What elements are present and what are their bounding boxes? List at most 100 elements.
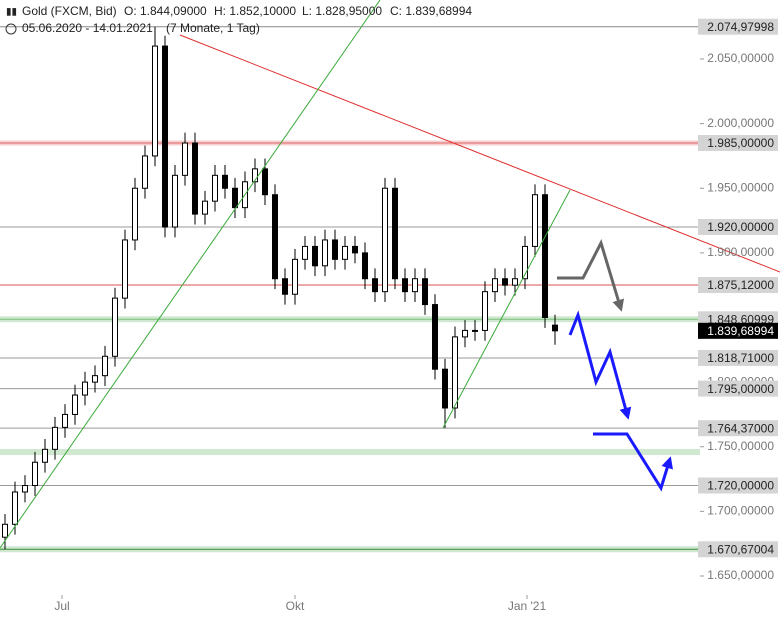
header: ▮▮ Gold (FXCM, Bid) O: 1.844,09000 H: 1.… <box>5 4 472 35</box>
candle-body <box>492 278 498 293</box>
candle-body <box>132 187 138 241</box>
level-label-box <box>698 18 778 35</box>
level-label-box <box>698 380 778 397</box>
level-label-box <box>698 219 778 236</box>
level-label-box <box>698 477 778 494</box>
candle-body <box>212 174 218 202</box>
y-tick-label: 2.000,00000 <box>707 116 774 130</box>
candle-body <box>332 239 338 260</box>
candle-body <box>372 278 378 293</box>
trend-line <box>179 34 780 273</box>
candle-body <box>412 278 418 293</box>
candle-body <box>292 258 298 295</box>
candle-body <box>442 368 448 409</box>
x-tick-label: Okt <box>286 599 305 613</box>
candle-body <box>522 245 528 280</box>
level-label-box <box>698 541 778 558</box>
candle-body <box>232 187 238 209</box>
chart-icon: ▮▮ <box>6 7 17 18</box>
y-tick-label: 2.050,00000 <box>707 51 774 65</box>
candle-body <box>542 194 548 319</box>
candle-body <box>172 174 178 228</box>
candle-body <box>82 381 88 396</box>
candle-body <box>2 523 8 538</box>
candle-body <box>402 278 408 293</box>
candle-body <box>222 174 228 189</box>
candle-body <box>12 491 18 525</box>
date-range: 05.06.2020 - 14.01.2021 <box>22 21 153 35</box>
candle-body <box>362 252 368 280</box>
level-label: 1.839,68994 <box>707 324 774 338</box>
level-label: 1.795,00000 <box>707 382 774 396</box>
candle-body <box>272 194 278 280</box>
candle-body <box>42 448 48 463</box>
y-tick-label: 1.650,00000 <box>707 568 774 582</box>
candle-body <box>32 461 38 487</box>
candle-body <box>62 413 68 428</box>
candle-body <box>182 142 188 176</box>
candle-body <box>252 168 258 183</box>
candle-body <box>552 324 558 332</box>
candle-body <box>262 168 268 196</box>
candle-body <box>352 245 358 254</box>
candle-body <box>512 278 518 286</box>
x-tick-label: Jan '21 <box>508 599 547 613</box>
candle-body <box>282 278 288 295</box>
candle-body <box>112 297 118 357</box>
level-label-box <box>698 277 778 294</box>
candle-body <box>432 304 438 370</box>
candle-body <box>302 245 308 260</box>
level-label: 1.670,67004 <box>707 542 774 556</box>
chart-title: Gold (FXCM, Bid) <box>22 4 117 18</box>
scenario-arrow <box>557 239 625 312</box>
candle-body <box>532 194 538 247</box>
scenario-arrow <box>568 310 632 420</box>
level-label: 1.720,00000 <box>707 479 774 493</box>
price-axis: 1.650,000001.700,000001.750,000001.800,0… <box>54 18 778 613</box>
y-tick-label: 1.750,00000 <box>707 439 774 453</box>
ohlc-high: H: 1.852,10000 <box>214 4 296 18</box>
y-tick-label: 1.950,00000 <box>707 180 774 194</box>
candle-body <box>52 426 58 450</box>
candle-body <box>22 485 28 493</box>
drawings <box>0 0 780 549</box>
candle-body <box>472 329 478 332</box>
candle-body <box>452 336 458 409</box>
candle-body <box>92 375 98 383</box>
level-label-box <box>698 420 778 437</box>
candle-body <box>322 239 328 267</box>
ohlc-open: O: 1.844,09000 <box>124 4 207 18</box>
candle-body <box>142 155 148 189</box>
level-label: 1.920,00000 <box>707 220 774 234</box>
trend-line <box>442 189 571 429</box>
candle-body <box>72 394 78 415</box>
level-label: 2.074,97998 <box>707 20 774 34</box>
level-label-box <box>698 322 778 339</box>
candle-body <box>202 200 208 215</box>
candle-body <box>192 142 198 215</box>
level-label: 1.818,71000 <box>707 351 774 365</box>
trend-line <box>0 0 381 549</box>
level-label-box <box>698 135 778 152</box>
clock-icon <box>5 23 17 35</box>
candle-body <box>342 245 348 260</box>
period: (7 Monate, 1 Tag) <box>166 21 260 35</box>
level-label: 1.764,37000 <box>707 421 774 435</box>
y-tick-label: 1.900,00000 <box>707 245 774 259</box>
candle-body <box>122 239 128 299</box>
candles <box>2 26 558 550</box>
level-label: 1.985,00000 <box>707 136 774 150</box>
candle-body <box>382 187 388 293</box>
levels <box>0 26 700 553</box>
candle-body <box>462 329 468 338</box>
x-tick-label: Jul <box>54 599 69 613</box>
candle-body <box>502 278 508 286</box>
candle-body <box>422 278 428 306</box>
level-label: 1.875,12000 <box>707 278 774 292</box>
candle-body <box>162 45 168 228</box>
candle-body <box>312 245 318 267</box>
candle-body <box>482 291 488 331</box>
level-label-box <box>698 349 778 366</box>
